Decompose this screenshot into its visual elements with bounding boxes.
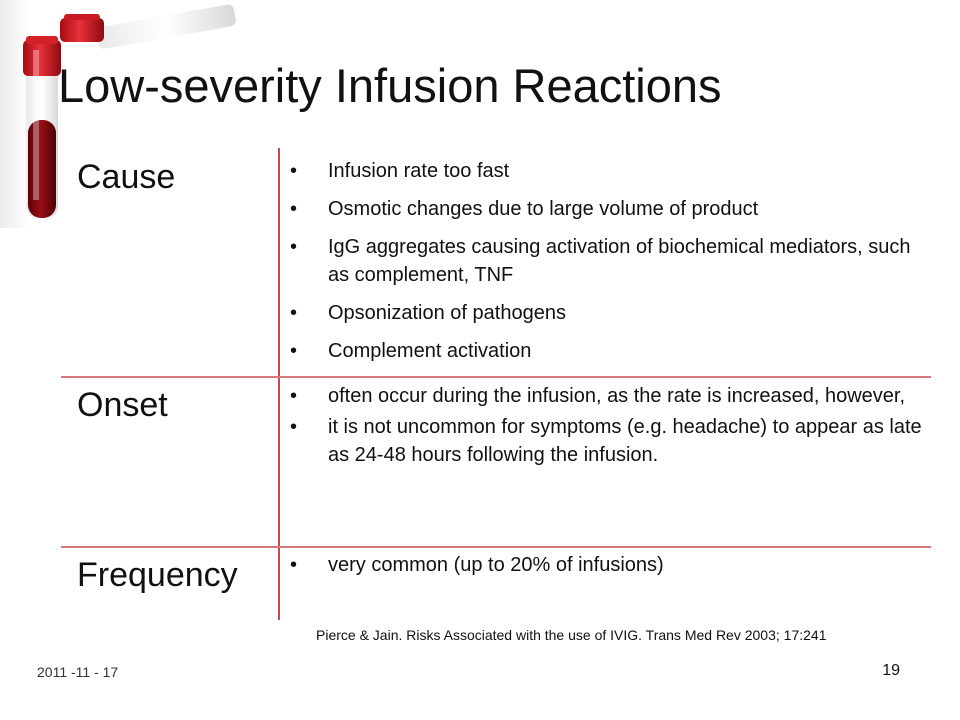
cause-bullet-2: Osmotic changes due to large volume of p… [290,195,930,223]
row-label-frequency: Frequency [77,556,238,594]
cause-bullet-1: Infusion rate too fast [290,157,930,185]
row-label-onset: Onset [77,386,168,424]
cause-bullet-list: Infusion rate too fast Osmotic changes d… [290,157,930,375]
cause-bullet-3: IgG aggregates causing activation of bio… [290,233,930,289]
slide-date: 2011 -11 - 17 [37,664,119,680]
cause-bullet-4: Opsonization of pathogens [290,299,930,327]
cause-bullet-5: Complement activation [290,337,930,365]
onset-bullet-1: often occur during the infusion, as the … [290,382,930,410]
onset-bullet-2: it is not uncommon for symptoms (e.g. he… [290,413,930,469]
row-divider-onset-frequency [61,546,931,548]
frequency-bullet-1: very common (up to 20% of infusions) [290,551,930,579]
citation: Pierce & Jain. Risks Associated with the… [316,627,827,643]
page-number: 19 [882,662,900,679]
frequency-bullet-list: very common (up to 20% of infusions) [290,551,930,579]
blood-vials-image [0,0,236,228]
table-vertical-divider [278,148,280,620]
row-label-cause: Cause [77,158,176,196]
row-divider-cause-onset [61,376,931,378]
onset-bullet-list: often occur during the infusion, as the … [290,382,930,472]
slide-title: Low-severity Infusion Reactions [58,59,722,112]
